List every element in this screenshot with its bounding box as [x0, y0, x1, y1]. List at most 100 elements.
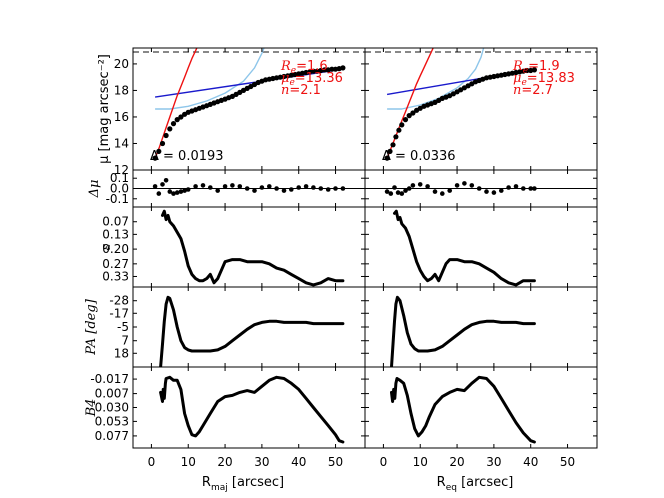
fit-value: =2.1	[289, 83, 321, 98]
residual-point	[521, 186, 526, 191]
sersic-bulge-line	[154, 48, 198, 159]
x-tick-label: 30	[254, 455, 269, 469]
x-axis-title-main: R	[202, 475, 211, 490]
y-tick-label: 0.27	[102, 257, 129, 271]
y-tick-label: 12	[114, 163, 129, 177]
b4-profile-line	[159, 375, 345, 444]
y-tick-label: 0.1	[110, 171, 129, 185]
residual-point	[230, 183, 235, 188]
fit-symbol: μ	[281, 71, 289, 86]
residual-point	[296, 185, 302, 190]
x-tick-label: 20	[217, 455, 232, 469]
fit-value: =1.9	[528, 59, 560, 74]
residual-point	[462, 181, 467, 186]
x-tick-label: 30	[486, 455, 501, 469]
residual-point	[193, 184, 198, 189]
fit-value: =13.83	[527, 71, 575, 86]
residual-point	[476, 186, 482, 191]
residual-point	[318, 186, 324, 191]
residual-point	[259, 185, 265, 190]
mu-data-point	[170, 121, 177, 127]
y-tick-label: 0.20	[102, 242, 129, 256]
residual-point	[333, 186, 338, 191]
residual-point	[163, 178, 169, 183]
residual-point	[237, 184, 243, 189]
pa-panel-data	[390, 295, 536, 367]
residual-point	[440, 191, 445, 196]
fit-subscript: e	[521, 78, 526, 88]
mu-data-point	[163, 132, 169, 139]
residual-point	[244, 186, 250, 191]
fit-parameter-label: Re=1.9	[512, 59, 560, 76]
eps-profile-line	[393, 209, 536, 287]
y-tick-label: 0.13	[102, 227, 129, 241]
residual-point	[388, 191, 394, 196]
delta-rms-label: Δ = 0.0193	[150, 149, 224, 164]
residual-point	[267, 184, 272, 189]
mu-data-point	[384, 155, 390, 161]
y-tick-label: -5	[117, 320, 129, 334]
y-axis-title: ε	[99, 243, 114, 250]
residual-point	[528, 186, 533, 191]
y-tick-label: -17	[109, 306, 129, 320]
y-tick-label: 20	[114, 57, 129, 71]
pa-profile-line	[159, 295, 345, 367]
residual-point	[289, 187, 294, 192]
exponential-disk-line	[154, 68, 344, 98]
dmu-panel-data	[133, 178, 365, 196]
bar-component-line	[387, 48, 485, 110]
mu-data-point	[340, 65, 346, 71]
fit-symbol: R	[280, 59, 291, 74]
y-tick-label: 18	[114, 346, 129, 360]
residual-point	[222, 184, 228, 189]
residual-point	[178, 189, 184, 194]
mu-data-point	[156, 148, 162, 154]
residual-point	[399, 191, 405, 196]
y-tick-label: 0.33	[102, 269, 129, 283]
y-tick-label: 0.0	[110, 182, 129, 196]
residual-point	[425, 184, 430, 189]
y-axis-title: B4	[84, 399, 99, 418]
x-tick-label: 50	[560, 455, 575, 469]
residual-point	[506, 185, 511, 190]
eps-profile-line	[161, 209, 345, 287]
residual-point	[395, 190, 401, 195]
residual-point	[311, 185, 316, 190]
y-tick-label: 0.030	[95, 401, 129, 415]
y-axis-title: PA [deg]	[84, 298, 99, 355]
x-tick-label: 0	[148, 455, 156, 469]
fit-subscript: e	[523, 66, 528, 76]
x-tick-label: 10	[181, 455, 196, 469]
mu-data-point	[159, 140, 166, 147]
x-axis-title-sub: maj	[211, 483, 228, 493]
residual-point	[513, 184, 519, 189]
residual-point	[274, 186, 279, 191]
fit-parameter-label: Re=1.6	[280, 59, 328, 76]
bar-component-line	[155, 48, 265, 110]
residual-point	[340, 186, 346, 191]
y-axis-title: Δμ	[87, 180, 102, 199]
residual-point	[182, 188, 187, 193]
fit-symbol: n	[281, 83, 289, 98]
x-axis-title-unit: [arcsec]	[457, 475, 513, 490]
mu-data-point	[178, 114, 184, 120]
residual-point	[484, 189, 489, 194]
residual-point	[403, 188, 408, 193]
fit-subscript: e	[289, 78, 294, 88]
mu-data-point	[410, 110, 416, 116]
residual-point	[532, 186, 537, 191]
mu-data-point	[152, 155, 158, 161]
x-axis-title-main: R	[437, 475, 446, 490]
residual-point	[152, 184, 158, 189]
residual-point	[303, 184, 309, 189]
y-tick-label: -0.017	[90, 372, 129, 386]
fit-symbol: R	[512, 59, 523, 74]
pa-panel-data	[159, 295, 345, 367]
y-tick-label: 18	[114, 83, 129, 97]
fit-symbol: μ	[513, 71, 521, 86]
residual-point	[325, 187, 331, 192]
x-axis-title: Rmaj [arcsec]	[202, 475, 284, 493]
residual-point	[185, 187, 191, 192]
y-tick-label: 0.077	[95, 429, 129, 443]
fit-parameter-label: μe=13.83	[513, 71, 575, 88]
